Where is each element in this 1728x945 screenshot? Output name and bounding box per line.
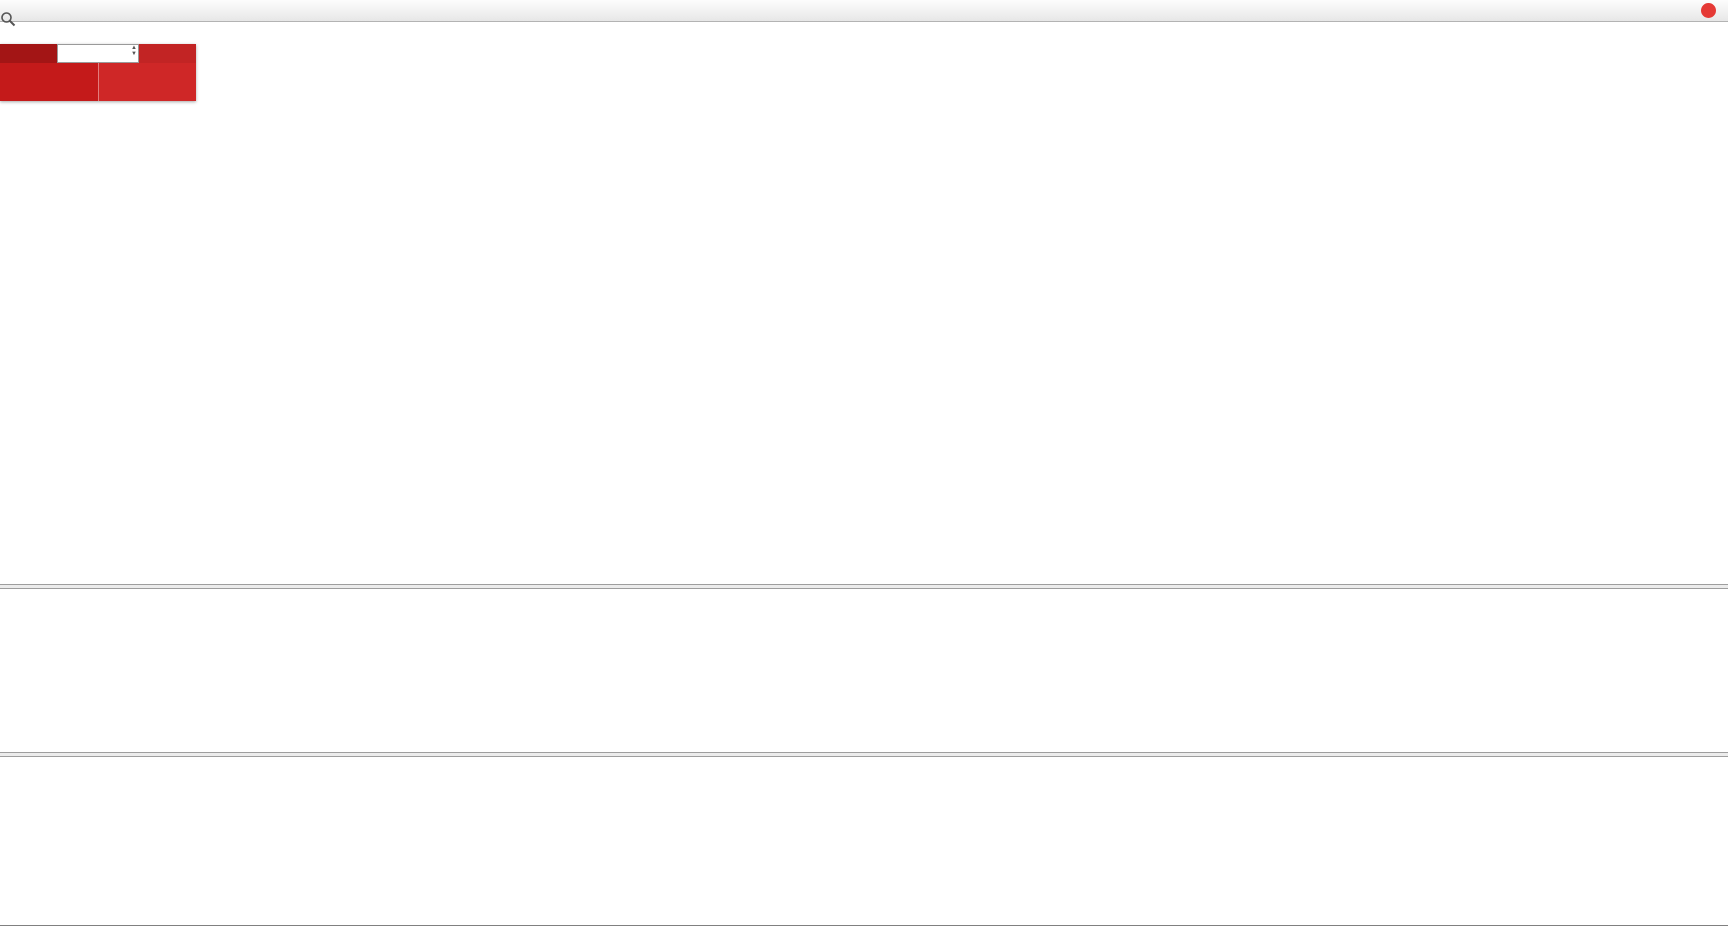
notification-badge[interactable] — [1701, 3, 1716, 18]
buy-price[interactable] — [97, 63, 196, 101]
rsi-label — [5, 759, 10, 770]
one-click-trading-panel: ▲ ▼ — [0, 44, 196, 101]
chart-header — [8, 26, 38, 37]
volume-stepper[interactable]: ▲ ▼ — [131, 45, 137, 57]
toolbar — [0, 0, 1728, 26]
buy-button[interactable] — [139, 44, 196, 63]
time-axis — [0, 925, 1728, 945]
macd-label — [5, 591, 15, 602]
sell-price[interactable] — [0, 63, 98, 101]
volume-field[interactable]: ▲ ▼ — [57, 44, 139, 63]
volume-down-icon[interactable]: ▼ — [131, 51, 137, 57]
volume-up-icon[interactable]: ▲ — [131, 45, 137, 51]
pane-separator[interactable] — [0, 752, 1728, 757]
rsi-pane[interactable] — [0, 757, 1728, 925]
macd-pane[interactable] — [0, 589, 1728, 752]
volume-input[interactable] — [58, 47, 138, 60]
main-chart[interactable] — [0, 22, 1728, 584]
sell-button[interactable] — [0, 44, 57, 63]
toolbar-right — [1, 3, 1724, 26]
pane-separator[interactable] — [0, 584, 1728, 589]
